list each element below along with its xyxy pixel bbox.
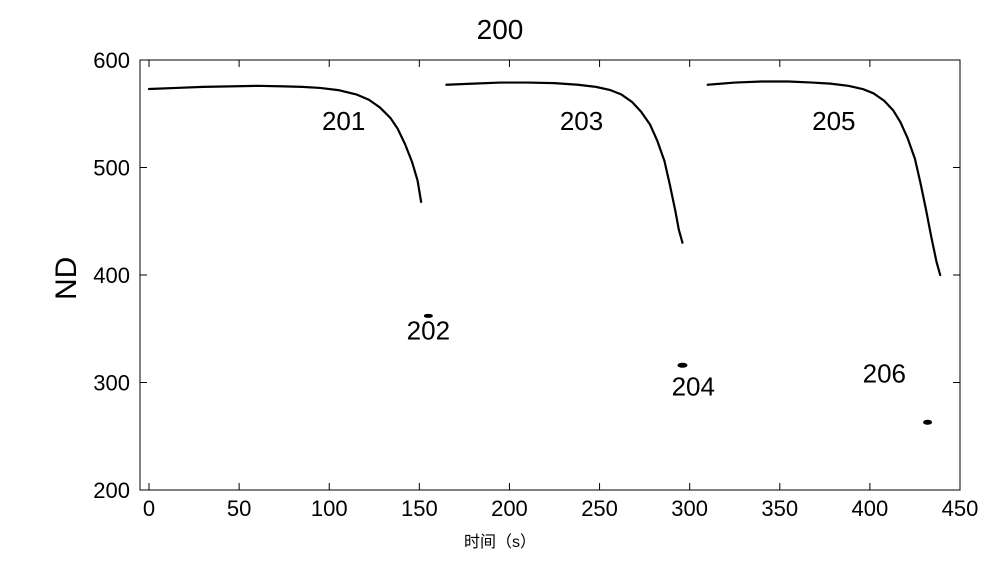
x-tick-label: 250 xyxy=(581,496,618,521)
x-tick-label: 400 xyxy=(852,496,889,521)
x-tick-label: 350 xyxy=(761,496,798,521)
x-tick-label: 300 xyxy=(671,496,708,521)
x-tick-label: 200 xyxy=(491,496,528,521)
label-204: 204 xyxy=(672,371,715,401)
marker-206 xyxy=(924,420,932,424)
y-tick-label: 300 xyxy=(93,371,130,396)
x-tick-label: 450 xyxy=(942,496,979,521)
y-tick-label: 200 xyxy=(93,478,130,503)
label-203: 203 xyxy=(560,106,603,136)
marker-204 xyxy=(678,363,687,367)
x-tick-label: 100 xyxy=(311,496,348,521)
label-201: 201 xyxy=(322,106,365,136)
x-tick-label: 0 xyxy=(143,496,155,521)
y-tick-label: 400 xyxy=(93,263,130,288)
x-axis-label: 时间（s） xyxy=(0,528,1000,552)
segment-201 xyxy=(149,86,421,202)
x-tick-label: 50 xyxy=(227,496,251,521)
y-tick-label: 600 xyxy=(93,48,130,73)
label-206: 206 xyxy=(863,359,906,389)
label-202: 202 xyxy=(407,316,450,346)
label-205: 205 xyxy=(812,106,855,136)
x-tick-label: 150 xyxy=(401,496,438,521)
chart-plot: 0 50 100 150 200 250 300 350 400 450 200 300 400 500 6… xyxy=(0,0,1000,563)
y-tick-label: 500 xyxy=(93,156,130,181)
